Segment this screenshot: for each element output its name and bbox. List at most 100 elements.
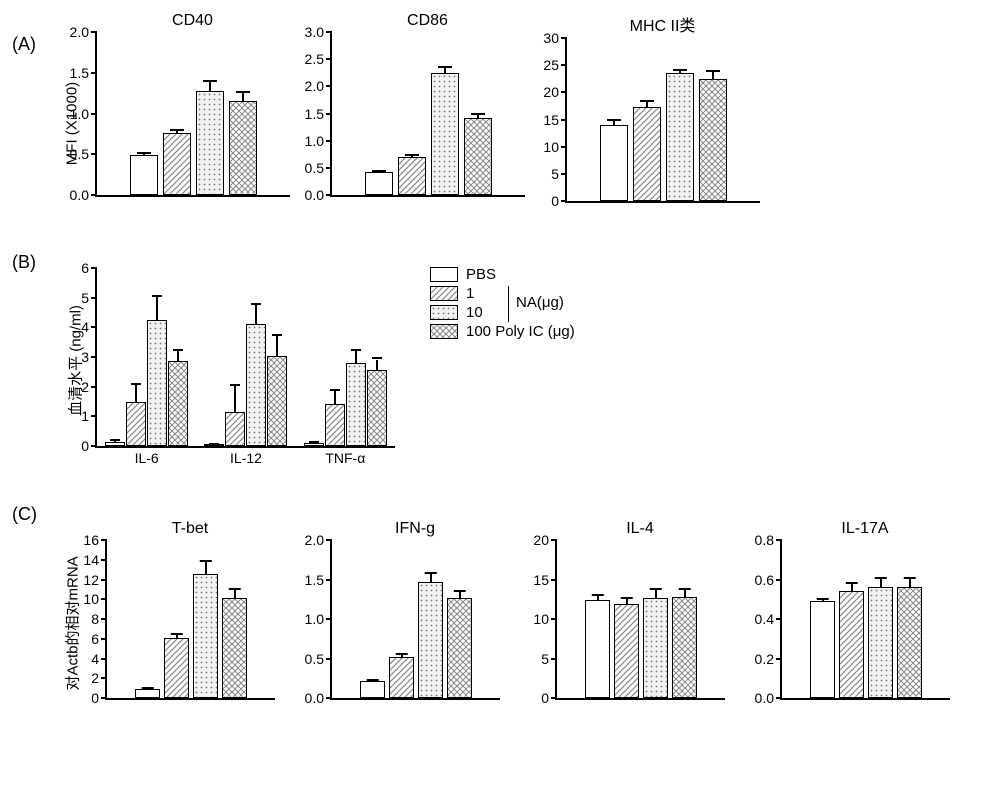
y-tick-label: 1.5 — [305, 106, 332, 122]
y-tick-label: 30 — [543, 30, 567, 46]
bar — [360, 681, 385, 698]
bar — [839, 591, 864, 698]
legend-label: PBS — [466, 266, 496, 283]
chart-title: IL-17A — [780, 520, 950, 538]
bar — [130, 155, 158, 195]
panel-ifng: IFN-g 0.00.51.01.52.0 — [330, 520, 500, 700]
chart-title: IFN-g — [330, 520, 500, 538]
bar — [418, 582, 443, 698]
chart-title: CD86 — [330, 12, 525, 30]
bar — [464, 118, 492, 195]
x-tick-label: TNF-α — [325, 446, 365, 466]
y-tick-label: 1.0 — [305, 133, 332, 149]
legend-na-bracket — [508, 286, 509, 322]
bar — [666, 73, 694, 201]
y-tick-label: 0 — [541, 690, 557, 706]
y-axis-label-c: 对Actb的相对mRNA — [62, 571, 83, 691]
bar — [600, 125, 628, 201]
y-tick-label: 1.5 — [305, 572, 332, 588]
bar — [699, 79, 727, 201]
y-tick-label: 16 — [83, 532, 107, 548]
y-tick-label: 5 — [551, 166, 567, 182]
bar — [672, 597, 697, 698]
bar — [431, 73, 459, 195]
y-tick-label: 0.5 — [305, 651, 332, 667]
y-tick-label: 0.8 — [755, 532, 782, 548]
row-a-label: (A) — [12, 34, 36, 55]
chart-title: IL-4 — [555, 520, 725, 538]
y-tick-label: 10 — [533, 611, 557, 627]
y-tick-label: 2.0 — [70, 24, 97, 40]
bar — [614, 604, 639, 698]
y-tick-label: 2.0 — [305, 78, 332, 94]
legend-label: 1 — [466, 285, 474, 302]
bar — [398, 157, 426, 195]
legend-swatch — [430, 267, 458, 282]
bar — [633, 107, 661, 201]
x-tick-label: IL-6 — [135, 446, 159, 466]
y-tick-label: 2.0 — [305, 532, 332, 548]
y-tick-label: 0.2 — [755, 651, 782, 667]
y-tick-label: 14 — [83, 552, 107, 568]
bar — [643, 598, 668, 698]
y-tick-label: 10 — [83, 591, 107, 607]
chart-title: T-bet — [105, 520, 275, 538]
bar — [868, 587, 893, 698]
bar — [196, 91, 224, 195]
bar — [304, 443, 324, 446]
y-tick-label: 8 — [91, 611, 107, 627]
y-tick-label: 4 — [91, 651, 107, 667]
chart-title: MHC II类 — [565, 12, 760, 36]
panel-cd86: CD86 0.00.51.01.52.02.53.0 — [330, 12, 525, 197]
y-tick-label: 20 — [543, 84, 567, 100]
y-tick-label: 15 — [543, 112, 567, 128]
y-tick-label: 0.0 — [755, 690, 782, 706]
bar — [163, 133, 191, 195]
bar — [105, 442, 125, 446]
y-tick-label: 6 — [81, 260, 97, 276]
y-tick-label: 0 — [91, 690, 107, 706]
legend-swatch — [430, 286, 458, 301]
bar — [225, 412, 245, 446]
row-b-label: (B) — [12, 252, 36, 273]
x-tick-label: IL-12 — [230, 446, 262, 466]
legend-swatch — [430, 305, 458, 320]
panel-mhc2: MHC II类 051015202530 — [565, 12, 760, 203]
y-tick-label: 6 — [91, 631, 107, 647]
y-tick-label: 3.0 — [305, 24, 332, 40]
y-tick-label: 0.0 — [305, 187, 332, 203]
bar — [447, 598, 472, 698]
bar — [585, 600, 610, 698]
legend-item-poly: 100 Poly IC (μg) — [430, 323, 575, 340]
bar — [193, 574, 218, 698]
y-tick-label: 0.6 — [755, 572, 782, 588]
y-tick-label: 0.4 — [755, 611, 782, 627]
panel-cd40: CD40 0.00.51.01.52.0 — [95, 12, 290, 197]
y-tick-label: 0 — [81, 438, 97, 454]
legend-swatch — [430, 324, 458, 339]
y-tick-label: 12 — [83, 572, 107, 588]
y-tick-label: 1.0 — [305, 611, 332, 627]
legend-label: 100 Poly IC (μg) — [466, 323, 575, 340]
y-tick-label: 0 — [551, 193, 567, 209]
panel-serum: 0123456IL-6IL-12TNF-α — [95, 268, 395, 448]
bar — [147, 320, 167, 446]
row-c-label: (C) — [12, 504, 37, 525]
y-tick-label: 2.5 — [305, 51, 332, 67]
bar — [168, 361, 188, 446]
panel-il4: IL-4 05101520 — [555, 520, 725, 700]
y-axis-label-b: 血清水平 (ng/ml) — [65, 291, 86, 431]
bar — [222, 598, 247, 698]
y-tick-label: 5 — [541, 651, 557, 667]
panel-il17a: IL-17A 0.00.20.40.60.8 — [780, 520, 950, 700]
bar — [126, 402, 146, 447]
bar — [229, 101, 257, 195]
y-tick-label: 20 — [533, 532, 557, 548]
legend: PBS 1 10 100 Poly IC (μg) NA(μg) — [430, 266, 575, 342]
y-tick-label: 2 — [91, 670, 107, 686]
y-tick-label: 0.0 — [70, 187, 97, 203]
y-tick-label: 0.0 — [305, 690, 332, 706]
bar — [246, 324, 266, 446]
bar — [135, 689, 160, 698]
bar — [389, 657, 414, 698]
